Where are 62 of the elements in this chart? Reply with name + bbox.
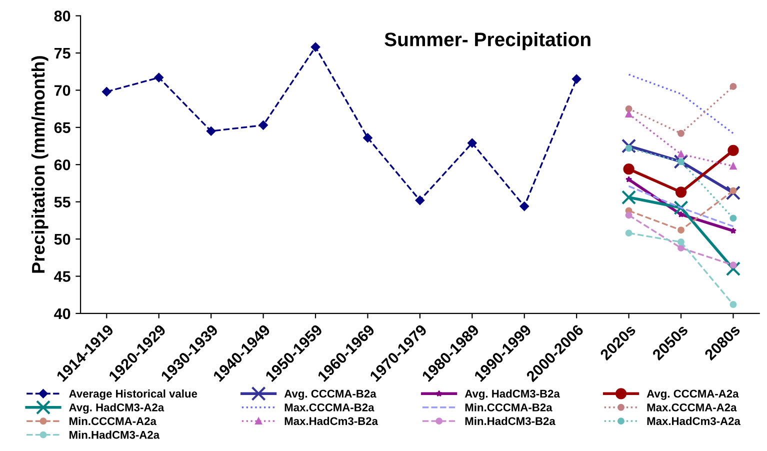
legend-label: Min.HadCM3-B2a	[465, 416, 556, 426]
point	[625, 105, 632, 112]
text: Summer- Precipitation	[384, 32, 590, 50]
point	[310, 42, 320, 52]
legend-label: Max.CCCMA-B2a	[284, 404, 374, 412]
point	[468, 138, 477, 148]
legend-label: Min.CCCMA-A2a	[70, 416, 157, 426]
point	[206, 126, 216, 136]
legend-label: Max.CCCMA-A2a	[647, 404, 737, 412]
legend-label: Min.CCCMA-B2a	[465, 403, 552, 412]
point	[625, 144, 632, 152]
y-tick-label: 75	[54, 48, 70, 59]
point	[675, 186, 687, 198]
legend-label: Avg. CCCMA-A2a	[646, 390, 739, 400]
legend-label: Min.HadCM3-A2a	[70, 430, 160, 439]
legend-label: Average Historical value	[69, 389, 198, 400]
point	[678, 130, 684, 137]
point	[415, 196, 425, 205]
point	[678, 211, 684, 218]
y-axis-title: Precipitation (mm/month)	[31, 56, 48, 273]
point	[678, 150, 684, 158]
y-tick-label: 45	[54, 271, 70, 282]
point	[728, 144, 739, 156]
point	[258, 120, 268, 130]
y-tick-label: 60	[54, 159, 70, 170]
point	[730, 162, 737, 170]
y-tick-label: 65	[54, 122, 70, 134]
point	[572, 74, 582, 84]
point	[674, 200, 688, 216]
legend-label: Avg. HadCM3-B2a	[464, 389, 560, 400]
point	[625, 176, 632, 182]
point	[726, 262, 741, 276]
point	[730, 187, 737, 194]
point	[625, 110, 632, 118]
y-tick-label: 80	[54, 10, 70, 22]
y-tick-label: 55	[54, 196, 70, 208]
point	[520, 202, 529, 211]
point	[363, 133, 372, 142]
point	[154, 72, 164, 82]
legend-label: Max.HadCm3-A2a	[647, 416, 741, 426]
y-tick-label: 70	[54, 85, 70, 96]
point	[730, 214, 737, 222]
point	[623, 164, 634, 175]
point	[625, 212, 632, 219]
y-tick-label: 40	[54, 308, 70, 320]
point	[678, 226, 684, 234]
point	[730, 83, 737, 90]
point	[102, 87, 112, 96]
point	[678, 158, 684, 166]
point	[622, 190, 636, 205]
point	[678, 238, 684, 246]
point	[730, 262, 737, 269]
point	[678, 244, 684, 252]
point	[726, 186, 741, 200]
point	[622, 138, 636, 154]
legend-label: Avg. HadCM3-A2a	[69, 403, 164, 414]
point	[625, 230, 632, 237]
point	[674, 154, 688, 169]
y-tick-label: 50	[54, 234, 70, 245]
legend-label: Avg. CCCMA-B2a	[284, 390, 376, 400]
point	[730, 301, 737, 308]
legend-label: Max.HadCm3-B2a	[284, 416, 378, 426]
